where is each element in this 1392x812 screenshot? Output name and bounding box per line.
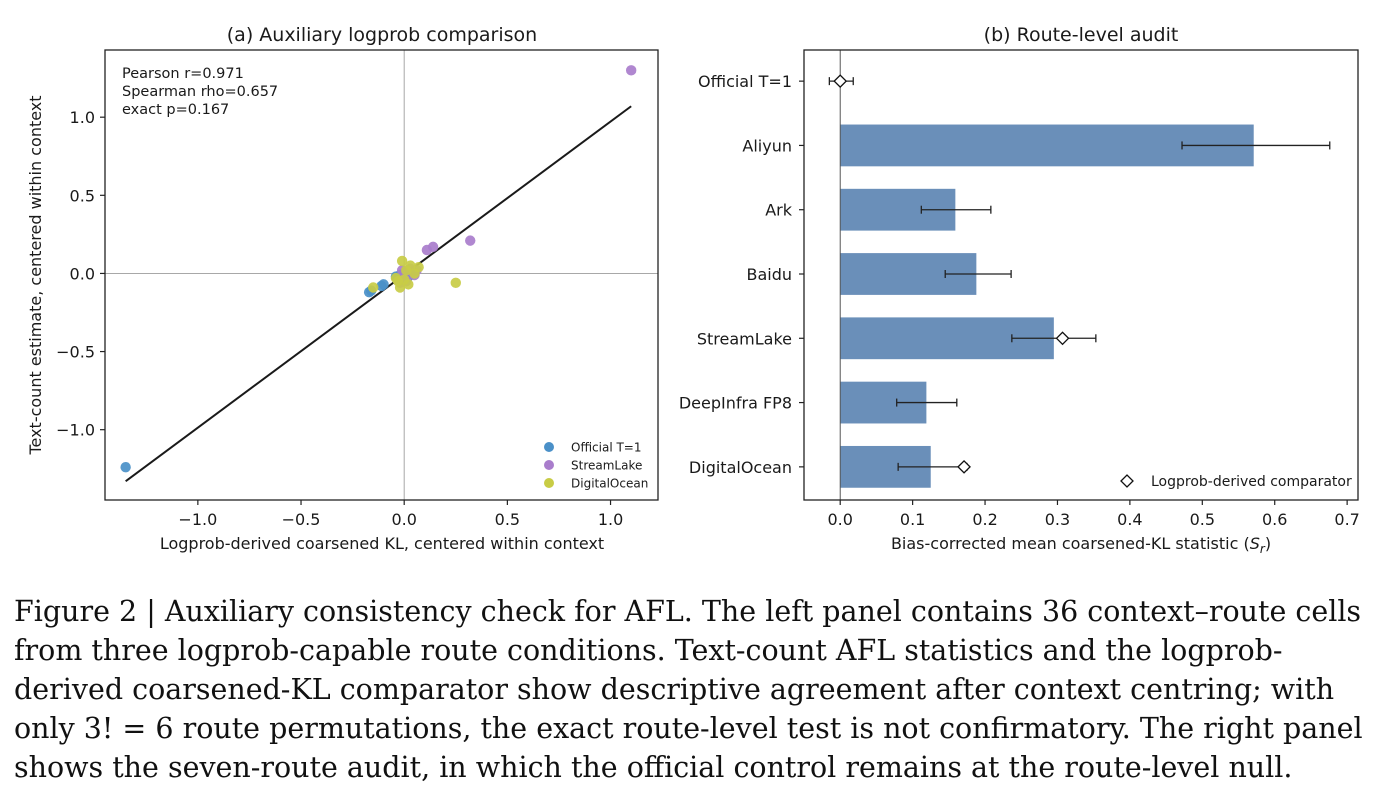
- comparator-marker: [957, 459, 971, 474]
- panel-a-title: (a) Auxiliary logprob comparison: [227, 24, 537, 46]
- x-tick-label: 0.2: [972, 510, 997, 529]
- category-label: DigitalOcean: [689, 458, 792, 477]
- x-tick-label: 0.7: [1334, 510, 1359, 529]
- x-tick-label: 0.4: [1117, 510, 1142, 529]
- panel-a: (a) Auxiliary logprob comparison −1.0 −0.…: [26, 24, 659, 553]
- y-tick-label: 0.0: [70, 264, 95, 283]
- x-tick-label: 0.1: [900, 510, 925, 529]
- panel-b: (b) Route-level audit 0.0 0.1 0.2 0.3 0.4 0.5…: [679, 24, 1360, 556]
- panel-b-x-ticks: 0.0 0.1 0.2 0.3 0.4 0.5 0.6 0.7: [827, 500, 1360, 529]
- regression-line: [125, 105, 632, 483]
- x-tick-label: 0.5: [1190, 510, 1215, 529]
- legend-label: StreamLake: [571, 459, 642, 473]
- scatter-point: [378, 279, 389, 290]
- scatter-point: [409, 268, 420, 279]
- stat-pearson: Pearson r=0.971: [122, 66, 244, 82]
- x-tick-label: 0.3: [1045, 510, 1070, 529]
- legend-marker: [1120, 474, 1134, 488]
- y-tick-label: −1.0: [56, 421, 95, 440]
- x-tick-label: 0.0: [391, 510, 416, 529]
- y-tick-label: −0.5: [56, 343, 95, 362]
- category-label: Ark: [765, 201, 793, 220]
- panel-a-y-ticks: −1.0 −0.5 0.0 0.5 1.0: [56, 108, 105, 440]
- panel-b-error-bars: [828, 77, 1331, 471]
- panel-a-frame: [104, 49, 659, 501]
- x-tick-label: −1.0: [178, 510, 217, 529]
- panel-b-bars: [840, 124, 1254, 488]
- scatter-point: [390, 272, 402, 284]
- scatter-point: [396, 255, 408, 267]
- scatter-point: [421, 244, 433, 256]
- x-tick-label: 0.6: [1262, 510, 1287, 529]
- scatter-point: [368, 282, 379, 293]
- comparator-marker: [833, 74, 848, 89]
- panel-a-y-axis-label: Text-count estimate, centered within con…: [26, 95, 45, 455]
- panel-b-frame: [803, 49, 1359, 501]
- category-label: DeepInfra FP8: [679, 394, 792, 413]
- y-tick-label: 0.5: [70, 186, 95, 205]
- figure: (a) Auxiliary logprob comparison −1.0 −0.…: [26, 24, 1360, 556]
- category-label: Official T=1: [698, 72, 792, 91]
- panel-a-points: [120, 65, 637, 473]
- panel-a-x-ticks: −1.0 −0.5 0.0 0.5 1.0: [178, 500, 623, 529]
- category-label: StreamLake: [697, 329, 792, 348]
- panel-a-legend: Official T=1 StreamLake DigitalOcean: [544, 441, 648, 491]
- legend-label: Logprob-derived comparator: [1151, 474, 1352, 490]
- scatter-point: [465, 235, 476, 246]
- scatter-point: [625, 65, 637, 76]
- category-label: Aliyun: [742, 136, 792, 155]
- legend-marker: [544, 442, 554, 452]
- legend-marker: [544, 478, 554, 488]
- panel-a-fit-line: [125, 105, 632, 483]
- scatter-point: [401, 265, 412, 276]
- x-tick-label: 1.0: [598, 510, 623, 529]
- stat-exact-p: exact p=0.167: [122, 102, 229, 118]
- x-tick-label: 0.5: [495, 510, 520, 529]
- y-tick-label: 1.0: [70, 108, 95, 127]
- panel-b-comparator-markers: [833, 74, 1070, 474]
- panel-b-legend: Logprob-derived comparator: [1120, 474, 1352, 490]
- panel-a-x-axis-label: Logprob-derived coarsened KL, centered w…: [160, 534, 604, 553]
- x-tick-label: −0.5: [282, 510, 321, 529]
- legend-label: Official T=1: [571, 441, 642, 455]
- figure-caption: Figure 2 | Auxiliary consistency check f…: [14, 595, 1363, 784]
- legend-label: DigitalOcean: [571, 477, 648, 491]
- panel-b-title: (b) Route-level audit: [984, 24, 1179, 46]
- scatter-point: [450, 277, 461, 289]
- panel-b-y-ticks: Official T=1 Aliyun Ark Baidu StreamLake Deep…: [679, 72, 804, 477]
- category-label: Baidu: [746, 265, 792, 284]
- legend-marker: [544, 460, 554, 470]
- x-tick-label: 0.0: [827, 510, 852, 529]
- panel-b-x-axis-label: Bias-corrected mean coarsened-KL statist…: [891, 534, 1271, 556]
- stat-spearman: Spearman rho=0.657: [122, 84, 278, 100]
- scatter-point: [120, 461, 131, 473]
- comparator-marker: [1055, 331, 1070, 346]
